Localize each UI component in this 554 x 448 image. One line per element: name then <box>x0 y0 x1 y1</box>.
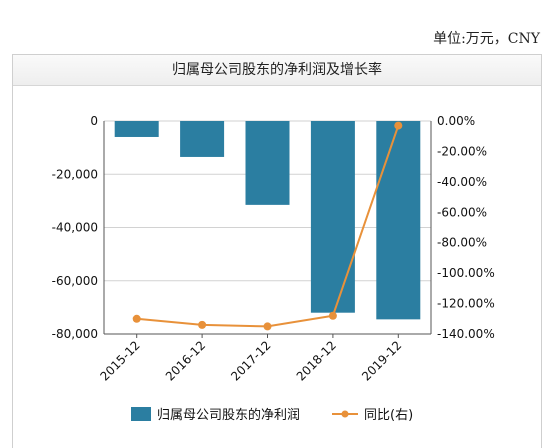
y-left-tick-label: -60,000 <box>52 274 98 288</box>
y-right-tick-label: -140.00% <box>437 327 495 341</box>
x-tick-label: 2015-12 <box>97 338 142 383</box>
y-right-tick-label: -20.00% <box>437 144 487 158</box>
x-tick-label: 2019-12 <box>359 338 404 383</box>
unit-label: 单位:万元，CNY <box>433 31 540 47</box>
y-right-tick-label: -40.00% <box>437 175 487 189</box>
growth-point-2015-12 <box>132 314 141 323</box>
chart-title: 归属母公司股东的净利润及增长率 <box>13 55 541 86</box>
legend-line-label: 同比(右) <box>364 408 413 423</box>
y-left-tick-label: -80,000 <box>52 327 98 341</box>
y-left-tick-label: 0 <box>90 114 98 128</box>
x-tick-label: 2018-12 <box>294 338 339 383</box>
y-right-tick-label: -60.00% <box>437 205 487 219</box>
growth-point-2018-12 <box>328 311 337 320</box>
y-left-tick-label: -20,000 <box>52 167 98 181</box>
bar-2015-12 <box>114 121 159 137</box>
chart-panel: 归属母公司股东的净利润及增长率 <box>12 54 542 448</box>
legend-bar-label: 归属母公司股东的净利润 <box>157 407 300 423</box>
y-right-tick-label: 0.00% <box>437 114 475 128</box>
growth-point-2017-12 <box>263 322 272 331</box>
legend-line-marker <box>341 410 349 418</box>
bar-2016-12 <box>180 121 225 157</box>
growth-point-2019-12 <box>394 121 403 130</box>
x-tick-label: 2017-12 <box>228 338 273 383</box>
legend-bar-swatch <box>131 407 151 421</box>
bar-2018-12 <box>310 121 355 313</box>
bar-2017-12 <box>245 121 290 205</box>
y-right-tick-label: -100.00% <box>437 266 495 280</box>
y-left-tick-label: -40,000 <box>52 221 98 235</box>
y-right-tick-label: -120.00% <box>437 297 495 311</box>
y-right-tick-label: -80.00% <box>437 236 487 250</box>
bar-2019-12 <box>376 121 421 320</box>
growth-point-2016-12 <box>198 320 207 329</box>
x-tick-label: 2016-12 <box>163 338 208 383</box>
